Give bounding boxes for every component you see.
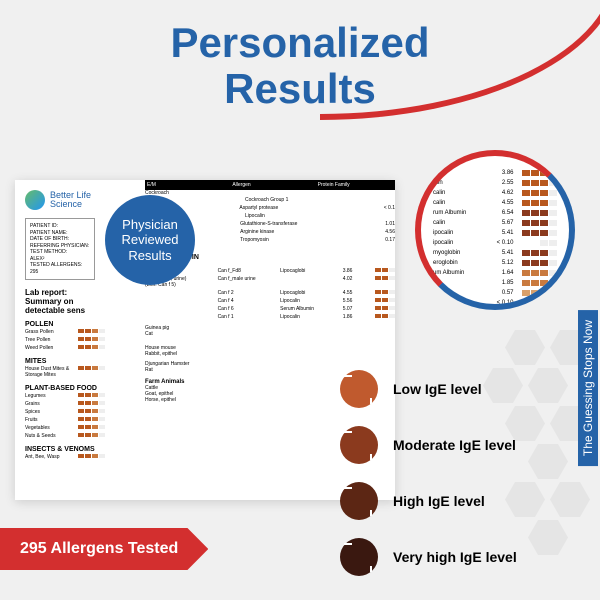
data-row: Horse (step; urine) (Ech. Can f 5)Can f_… <box>145 275 395 289</box>
legend-swatch <box>340 482 378 520</box>
company-name: Better Life Science <box>50 191 91 209</box>
legend-item: High IgE level <box>340 482 560 520</box>
magnified-row: 0.57 <box>433 288 557 298</box>
allergen-row: Grains <box>25 400 105 408</box>
allergen-row: Nuts & Seeds <box>25 432 105 440</box>
table-header: E/M Allergen Protein Family <box>145 180 395 190</box>
magnified-row: 1.85 <box>433 278 557 288</box>
legend-swatch <box>340 370 378 408</box>
data-row: Bla g 1Cockroach Group 1 <box>145 196 395 204</box>
allergen-row: Legumes <box>25 392 105 400</box>
allergen-row: Vegetables <box>25 424 105 432</box>
data-row: Can f 2Lipocaglobi4.55 <box>145 289 395 297</box>
magnified-row: atin2.55 <box>433 178 557 188</box>
legend-swatch <box>340 538 378 576</box>
magnified-row: um Albumin1.64 <box>433 268 557 278</box>
allergen-row: House Dust Mites & Storage Mites <box>25 365 105 379</box>
magnified-row: ipocalin< 0.10 <box>433 238 557 248</box>
physician-reviewed-badge: Physician Reviewed Results <box>105 195 195 285</box>
magnified-row: calin4.55 <box>433 198 557 208</box>
allergen-row: Spices <box>25 408 105 416</box>
patient-info-box: PATIENT ID:PATIENT NAME:DATE OF BIRTH:RE… <box>25 218 95 280</box>
tagline-ribbon: The Guessing Stops Now <box>578 310 598 466</box>
lab-report-sheet: Better Life Science PATIENT ID:PATIENT N… <box>15 180 395 500</box>
allergen-row: Tree Pollen <box>25 336 105 344</box>
data-row: Can f 6Serum Albumin5.07 <box>145 305 395 313</box>
company-logo-icon <box>25 190 45 210</box>
legend-swatch <box>340 426 378 464</box>
category-heading: INSECTS & VENOMS <box>25 446 105 453</box>
magnified-row: calin4.62 <box>433 188 557 198</box>
legend-item: Very high IgE level <box>340 538 560 576</box>
allergen-row: Grass Pollen <box>25 328 105 336</box>
magnified-row: rum Albumin6.54 <box>433 208 557 218</box>
legend-label: Moderate IgE level <box>393 437 516 453</box>
magnified-row: ipocalin5.41 <box>433 228 557 238</box>
allergen-row: Weed Pollen <box>25 344 105 352</box>
legend-item: Moderate IgE level <box>340 426 560 464</box>
magnified-row: eroglobin5.12 <box>433 258 557 268</box>
magnified-row: 3.86 <box>433 168 557 178</box>
data-row: Can f 1Lipocalin1.86 <box>145 313 395 321</box>
legend-item: Low IgE level <box>340 370 560 408</box>
legend-label: High IgE level <box>393 493 485 509</box>
magnified-row: calin5.67 <box>433 218 557 228</box>
data-row: Can f 4Lipocalin5.56 <box>145 297 395 305</box>
ige-legend: Low IgE level Moderate IgE level High IgE … <box>340 370 560 594</box>
legend-label: Low IgE level <box>393 381 482 397</box>
magnified-row: < 0.10 <box>433 298 557 308</box>
report-heading: Lab report: Summary on detectable sens <box>25 288 105 315</box>
magnified-row: myoglobin5.41 <box>433 248 557 258</box>
legend-label: Very high IgE level <box>393 549 517 565</box>
category-heading: PLANT-BASED FOOD <box>25 385 105 392</box>
category-heading: MITES <box>25 358 105 365</box>
allergens-tested-ribbon: 295 Allergens Tested <box>0 528 208 570</box>
magnifier-zoom: 3.86atin2.55calin4.62calin4.55rum Albumi… <box>415 150 575 310</box>
allergen-row: Ant, Bee, Wasp <box>25 453 105 461</box>
allergen-row: Fruits <box>25 416 105 424</box>
category-heading: POLLEN <box>25 321 105 328</box>
